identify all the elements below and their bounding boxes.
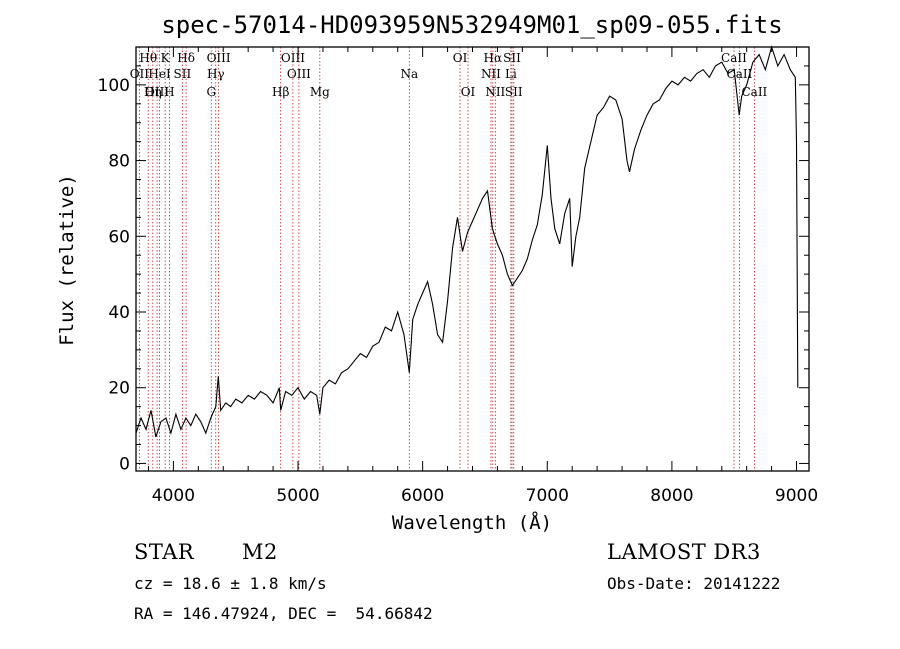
spectral-line-label: Hγ [207,67,225,81]
spectral-line-label: OI [453,51,468,65]
spectral-line-label: G [206,85,216,99]
x-tick-label: 5000 [276,486,319,506]
sky-coordinates: RA = 146.47924, DEC = 54.66842 [134,604,433,623]
y-tick-label: 40 [108,303,130,323]
spectral-line-label: CaII [721,51,747,65]
spectral-line-label: K [161,51,171,65]
spectral-line-label: Hη [144,85,162,99]
spectral-line-label: Hβ [272,85,289,99]
y-tick-label: 100 [98,76,130,96]
observation-date: Obs-Date: 20141222 [607,574,780,593]
x-tick-label: 7000 [526,486,569,506]
spectral-line-label: SII [174,67,192,81]
y-tick-label: 20 [108,379,130,399]
spectral-line-label: Mg [310,85,330,99]
spectral-line-label: Hα [484,51,503,65]
object-class: STAR [134,540,194,564]
spectral-line-label: OIII [287,67,311,81]
spectral-line-label: Hθ [139,51,157,65]
spectral-line-label: Hδ [177,51,195,65]
y-axis-label: Flux (relative) [56,174,78,346]
x-axis-label: Wavelength (Å) [392,511,552,534]
x-tick-label: 6000 [401,486,444,506]
chart-title: spec-57014-HD093959N532949M01_sp09-055.f… [161,11,782,39]
x-axis-ticks: 4000 5000 6000 7000 8000 9000 [148,47,818,506]
spectral-line-label: OIII [281,51,305,65]
redshift-velocity: cz = 18.6 ± 1.8 km/s [134,574,327,593]
y-tick-label: 0 [119,454,130,474]
x-tick-label: 8000 [650,486,693,506]
y-tick-label: 60 [108,227,130,247]
y-tick-label: 80 [108,152,130,172]
x-tick-label: 9000 [775,486,818,506]
spectral-line-label: OIII [207,51,231,65]
spectral-line-label: Na [400,67,418,81]
spectral-line-label: Li [505,67,517,81]
spectral-line-label: OII [130,67,150,81]
spectral-line-label: HeI [148,67,171,81]
spectrum-series-line [136,47,798,437]
plot-frame [136,47,809,471]
spectral-line-markers [139,47,754,471]
spectral-line-label: SII [503,51,521,65]
x-tick-label: 4000 [152,486,195,506]
spectral-line-label: NII [485,85,505,99]
survey-name: LAMOST DR3 [607,540,761,564]
spectral-line-label: SII [505,85,523,99]
y-axis-ticks: 0 20 40 60 80 100 [98,47,809,474]
spectral-line-label: NII [481,67,501,81]
spectral-line-label: OI [461,85,476,99]
spectral-line-label: H [164,85,174,99]
object-subclass: M2 [242,540,278,564]
